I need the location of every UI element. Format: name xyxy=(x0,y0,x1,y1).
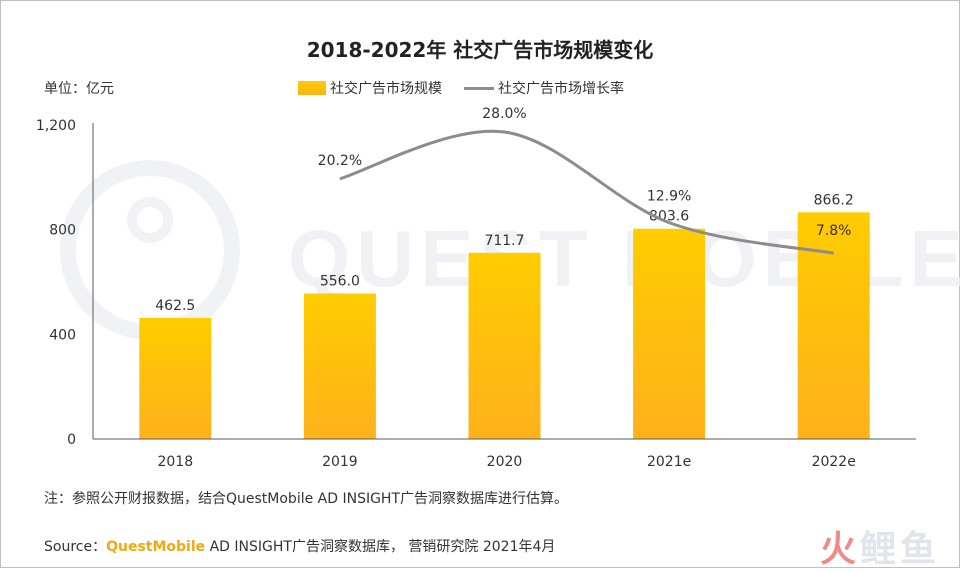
growth-rate-label: 7.8% xyxy=(816,223,852,239)
y-tick-label: 800 xyxy=(49,223,76,239)
legend-line-label: 社交广告市场增长率 xyxy=(498,81,624,97)
logo-watermark: 火鲤鱼 xyxy=(820,520,940,572)
bar-value-label: 462.5 xyxy=(155,298,195,314)
y-tick-label: 400 xyxy=(49,327,76,343)
chart-title: 2018-2022年 社交广告市场规模变化 xyxy=(306,38,654,62)
source-line: Source：QuestMobile AD INSIGHT广告洞察数据库， 营销… xyxy=(44,536,555,556)
source-prefix: Source： xyxy=(44,539,107,555)
x-tick-label: 2018 xyxy=(157,454,193,470)
growth-rate-label: 12.9% xyxy=(647,189,691,205)
legend-item-bar: 社交广告市场规模 xyxy=(298,78,442,98)
source-brand: QuestMobile xyxy=(106,539,206,555)
bar xyxy=(139,317,212,439)
bar-value-label: 556.0 xyxy=(320,274,360,290)
legend-bar-label: 社交广告市场规模 xyxy=(330,81,442,97)
x-tick-label: 2020 xyxy=(487,454,523,470)
legend: 社交广告市场规模 社交广告市场增长率 xyxy=(298,78,646,98)
bar xyxy=(468,252,541,439)
footnote: 注：参照公开财报数据，结合QuestMobile AD INSIGHT广告洞察数… xyxy=(44,491,569,507)
x-tick-label: 2019 xyxy=(322,454,358,470)
growth-rate-label: 20.2% xyxy=(318,153,362,169)
bar-value-label: 711.7 xyxy=(484,233,524,249)
x-tick-label: 2021e xyxy=(647,454,691,470)
logo-rest: 鲤鱼 xyxy=(859,529,940,570)
bar xyxy=(303,293,376,439)
source-rest: AD INSIGHT广告洞察数据库， 营销研究院 2021年4月 xyxy=(205,539,556,555)
y-tick-label: 1,200 xyxy=(36,118,76,134)
legend-item-line: 社交广告市场增长率 xyxy=(464,78,624,98)
bar-value-label: 866.2 xyxy=(814,192,854,208)
growth-rate-line xyxy=(339,129,834,255)
legend-bar-swatch xyxy=(298,81,326,95)
logo-first: 火 xyxy=(819,529,860,570)
bar xyxy=(797,212,870,439)
y-tick-label: 0 xyxy=(67,432,76,448)
bar xyxy=(633,228,706,439)
bar-value-label: 803.6 xyxy=(649,209,689,225)
growth-rate-label: 28.0% xyxy=(482,106,526,122)
x-tick-label: 2022e xyxy=(812,454,856,470)
unit-label: 单位：亿元 xyxy=(44,81,114,97)
legend-line-swatch xyxy=(464,86,494,90)
